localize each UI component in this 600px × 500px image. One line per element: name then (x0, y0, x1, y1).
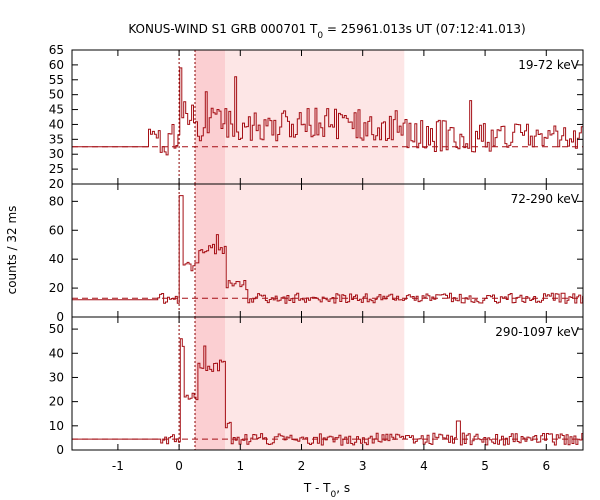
x-tick-label: 6 (542, 459, 550, 473)
x-tick-label: 2 (298, 459, 306, 473)
y-tick-label: 60 (49, 223, 64, 237)
y-tick-label: 20 (49, 281, 64, 295)
y-tick-label: 60 (49, 58, 64, 72)
energy-band-label: 19-72 keV (518, 58, 580, 72)
y-tick-label: 80 (49, 194, 64, 208)
highlight-dark-panel-3 (195, 317, 225, 450)
y-tick-label: 40 (49, 117, 64, 131)
chart-title: KONUS-WIND S1 GRB 000701 T0 = 25961.013s… (128, 22, 525, 41)
energy-band-label: 290-1097 keV (495, 325, 579, 339)
y-tick-label: 10 (49, 419, 64, 433)
y-tick-label: 0 (56, 310, 64, 324)
y-tick-label: 40 (49, 252, 64, 266)
x-tick-label: 5 (481, 459, 489, 473)
panel-2: 0 20 40 60 80 72-290 keV (49, 183, 584, 324)
lightcurve-series (72, 195, 584, 304)
y-tick-label: 55 (49, 73, 64, 87)
x-tick-label: 3 (359, 459, 367, 473)
highlight-light-panel-2 (195, 184, 405, 317)
energy-band-label: 72-290 keV (511, 192, 580, 206)
y-tick-label: 0 (56, 443, 64, 457)
x-tick-label: 1 (236, 459, 244, 473)
y-tick-label: 30 (49, 370, 64, 384)
x-tick-label: -1 (112, 459, 124, 473)
y-tick-label: 30 (49, 147, 64, 161)
panel-frame (71, 316, 584, 451)
y-tick-label: 25 (49, 162, 64, 176)
lightcurve-series (72, 67, 583, 156)
y-tick-label: 40 (49, 346, 64, 360)
highlight-light-panel-3 (195, 317, 405, 450)
highlight-dark-panel-1 (195, 50, 225, 184)
x-tick-label: 0 (175, 459, 183, 473)
y-tick-label: 65 (49, 43, 64, 57)
y-axis-title: counts / 32 ms (5, 206, 19, 295)
y-tick-label: 50 (49, 322, 64, 336)
panel-3: 0 10 20 30 40 50 290-1097 keV (49, 316, 584, 457)
y-tick-label: 50 (49, 88, 64, 102)
y-tick-label: 45 (49, 103, 64, 117)
y-tick-label: 20 (49, 177, 64, 191)
y-tick-label: 20 (49, 395, 64, 409)
lightcurve-series (72, 338, 583, 446)
y-tick-label: 35 (49, 132, 64, 146)
x-tick-label: 4 (420, 459, 428, 473)
x-axis-title: T - T0, s (303, 481, 350, 500)
